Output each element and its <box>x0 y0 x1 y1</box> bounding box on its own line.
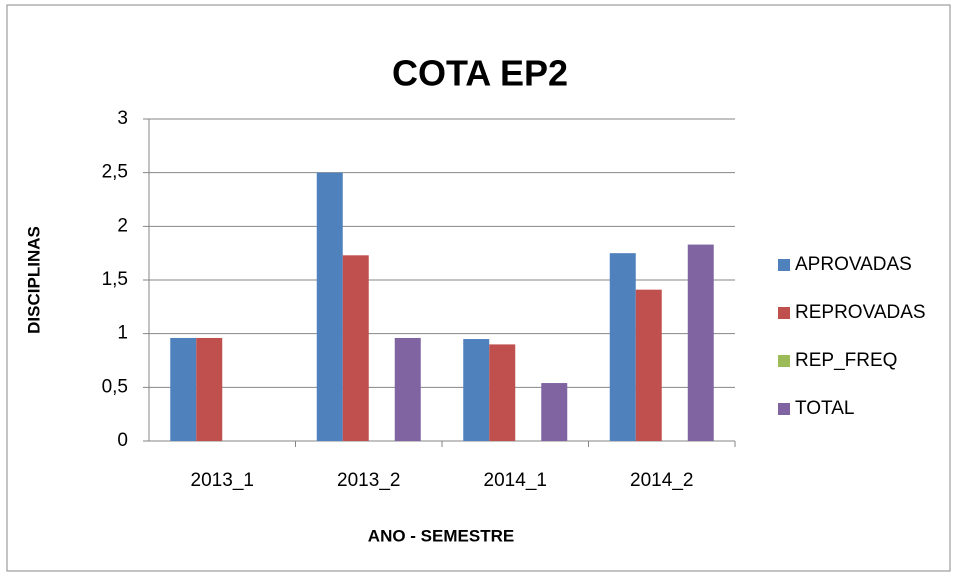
legend-label: TOTAL <box>795 398 854 419</box>
x-tick-label: 2013_1 <box>191 470 254 491</box>
y-tick-label: 3 <box>117 108 128 129</box>
y-tick-label: 0,5 <box>102 376 128 397</box>
x-axis-label: ANO - SEMESTRE <box>368 526 514 545</box>
bar <box>170 337 197 441</box>
bar <box>687 244 714 441</box>
legend-swatch <box>778 307 790 319</box>
y-axis-label: DISCIPLINAS <box>24 226 43 334</box>
legend-label: REP_FREQ <box>795 350 897 371</box>
bar <box>316 172 343 441</box>
legend-label: REPROVADAS <box>795 302 926 323</box>
bar <box>342 255 369 441</box>
bar <box>463 339 490 441</box>
y-tick-label: 1 <box>117 323 128 344</box>
bar <box>541 383 568 441</box>
bar <box>394 337 421 441</box>
y-tick-label: 2 <box>117 215 128 236</box>
x-tick-label: 2014_1 <box>484 470 547 491</box>
bar <box>489 344 516 441</box>
chart-title: COTA EP2 <box>392 53 568 94</box>
y-tick-label: 0 <box>117 430 128 451</box>
x-tick-label: 2013_2 <box>337 470 400 491</box>
chart-border <box>6 4 951 572</box>
y-tick-label: 1,5 <box>102 269 128 290</box>
bar <box>635 289 662 441</box>
legend-swatch <box>778 403 790 415</box>
bar <box>609 253 636 441</box>
legend-swatch <box>778 355 790 367</box>
legend-label: APROVADAS <box>795 254 912 275</box>
x-tick-label: 2014_2 <box>630 470 693 491</box>
legend-swatch <box>778 259 790 271</box>
y-tick-label: 2,5 <box>102 162 128 183</box>
bar <box>196 337 223 441</box>
